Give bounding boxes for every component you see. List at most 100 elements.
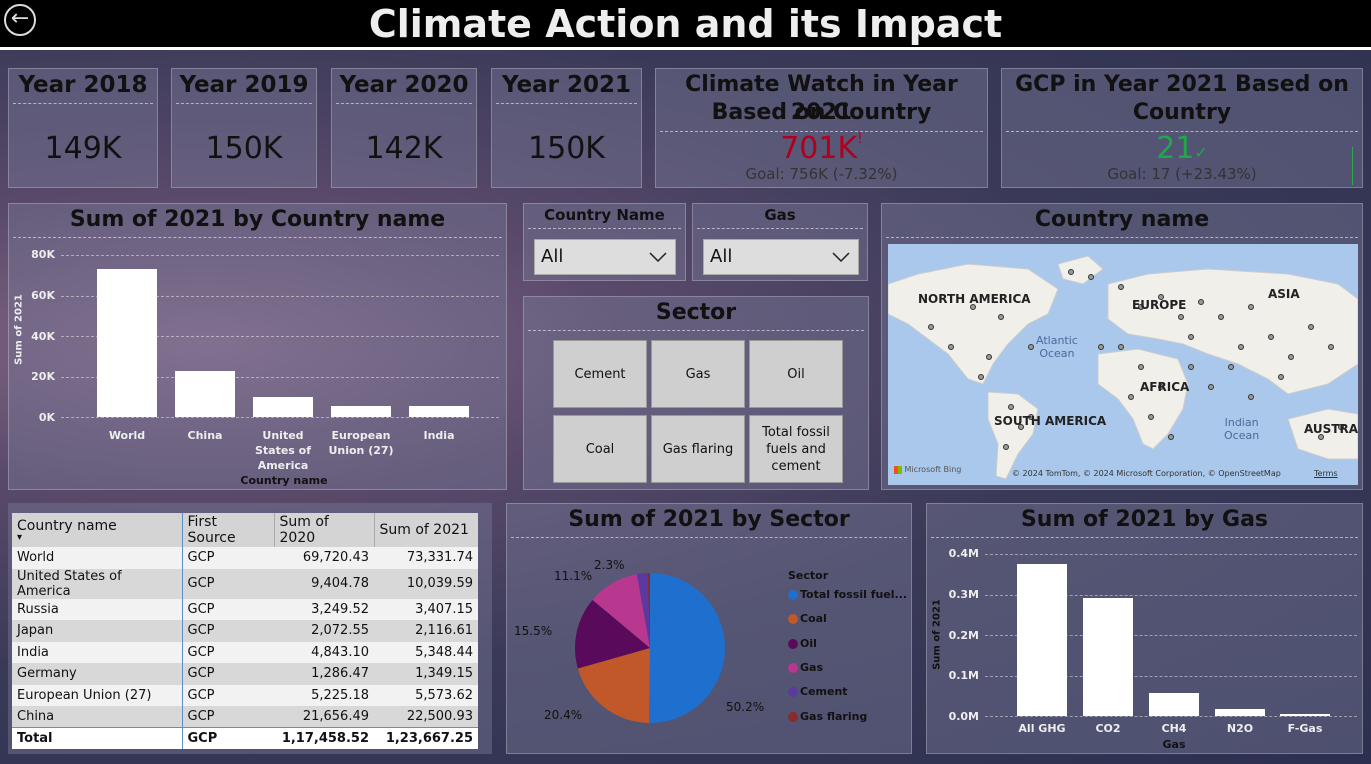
column-header-2020[interactable]: Sum of 2020 (274, 513, 375, 547)
map-location-marker[interactable] (1028, 414, 1034, 420)
map-location-marker[interactable] (928, 324, 934, 330)
table-cell: World (12, 547, 183, 569)
map-location-marker[interactable] (1068, 269, 1074, 275)
map-location-marker[interactable] (1148, 414, 1154, 420)
bar[interactable] (331, 405, 391, 417)
kpi-value: 150K (528, 131, 605, 166)
bar[interactable] (1280, 713, 1330, 716)
pie-slice[interactable] (649, 573, 726, 723)
map-label-line: Atlantic (1036, 334, 1078, 347)
map-location-marker[interactable] (1198, 299, 1204, 305)
legend-item[interactable]: Gas (788, 661, 823, 674)
map-location-marker[interactable] (1308, 324, 1314, 330)
table-row[interactable]: European Union (27) GCP 5,225.18 5,573.62 (12, 684, 478, 706)
map-location-marker[interactable] (1288, 354, 1294, 360)
map-location-marker[interactable] (1028, 344, 1034, 350)
legend-item[interactable]: Total fossil fuel... (788, 588, 907, 601)
column-header-2021[interactable]: Sum of 2021 (379, 522, 469, 538)
pie-slice[interactable] (636, 573, 650, 648)
map-location-marker[interactable] (1088, 274, 1094, 280)
legend-item[interactable]: Cement (788, 685, 848, 698)
map-location-marker[interactable] (1238, 344, 1244, 350)
gas-dropdown[interactable]: All (703, 239, 859, 275)
map-location-marker[interactable] (1248, 304, 1254, 310)
legend-item[interactable]: Gas flaring (788, 710, 867, 723)
map-location-marker[interactable] (986, 354, 992, 360)
sector-button-gas[interactable]: Gas (651, 340, 745, 408)
map-location-marker[interactable] (1158, 384, 1164, 390)
kpi-label: Year 2019 (179, 72, 309, 98)
bar[interactable] (97, 268, 157, 417)
map-location-marker[interactable] (1228, 364, 1234, 370)
country-name-dropdown[interactable]: All (534, 239, 676, 275)
bar[interactable] (253, 396, 313, 417)
table-row[interactable]: Russia GCP 3,249.52 3,407.15 (12, 598, 478, 620)
map-label-line: Ocean (1039, 347, 1075, 360)
sector-button-gas-flaring[interactable]: Gas flaring (651, 415, 745, 483)
column-header-source[interactable]: First Source (182, 513, 275, 547)
pie-slice[interactable] (575, 599, 650, 669)
bar[interactable] (1215, 709, 1265, 716)
map-location-marker[interactable] (998, 314, 1004, 320)
arrow-left-icon[interactable]: ← (4, 4, 36, 36)
map-location-marker[interactable] (1118, 344, 1124, 350)
table-row[interactable]: India GCP 4,843.10 5,348.44 (12, 641, 478, 663)
bar[interactable] (1083, 597, 1133, 716)
table-cell: China (12, 706, 183, 728)
map-location-marker[interactable] (1118, 284, 1124, 290)
pie-slice[interactable] (577, 648, 650, 723)
legend-label: Oil (800, 636, 817, 650)
legend-item[interactable]: Coal (788, 612, 827, 625)
map-location-marker[interactable] (1003, 444, 1009, 450)
map-location-marker[interactable] (1328, 344, 1334, 350)
table-row[interactable]: China GCP 21,656.49 22,500.93 (12, 706, 478, 728)
map-location-marker[interactable] (1278, 374, 1284, 380)
legend-dot-icon (788, 614, 798, 625)
map-location-marker[interactable] (1178, 314, 1184, 320)
pie-slice[interactable] (647, 573, 650, 648)
map-location-marker[interactable] (1188, 334, 1194, 340)
map-location-marker[interactable] (1138, 364, 1144, 370)
table-row[interactable]: Japan GCP 2,072.55 2,116.61 (12, 620, 478, 642)
table-cell: 69,720.43 (302, 550, 369, 566)
climate-watch-kpi-card: Climate Watch in Year 2021 Based on Coun… (655, 68, 988, 188)
map-location-marker[interactable] (1248, 394, 1254, 400)
legend-item[interactable]: Oil (788, 637, 817, 650)
sector-button-oil[interactable]: Oil (749, 340, 843, 408)
pie-slice[interactable] (592, 574, 650, 648)
table-cell: European Union (27) (12, 684, 183, 706)
x-tick-label: F-Gas (1287, 722, 1323, 735)
table-row[interactable]: Germany GCP 1,286.47 1,349.15 (12, 663, 478, 685)
map-location-marker[interactable] (1158, 294, 1164, 300)
y-tick: 20K (31, 370, 55, 383)
map-terms-link[interactable]: Terms (1314, 469, 1338, 478)
map-location-marker[interactable] (1268, 334, 1274, 340)
map-location-marker[interactable] (1318, 434, 1324, 440)
map-location-marker[interactable] (1098, 344, 1104, 350)
sector-button-cement[interactable]: Cement (553, 340, 647, 408)
bar[interactable] (1149, 692, 1199, 716)
map-location-marker[interactable] (1208, 384, 1214, 390)
table-row[interactable]: World GCP 69,720.43 73,331.74 (12, 547, 478, 569)
sector-button-total-fossil[interactable]: Total fossil fuels and cement (749, 415, 843, 483)
map-location-marker[interactable] (1138, 304, 1144, 310)
map-location-marker[interactable] (1018, 424, 1024, 430)
bar[interactable] (175, 371, 235, 417)
bar[interactable] (409, 406, 469, 417)
map-location-marker[interactable] (970, 304, 976, 310)
column-header-country[interactable]: Country name ▾ (12, 513, 183, 547)
map-location-marker[interactable] (1008, 404, 1014, 410)
map-location-marker[interactable] (1218, 314, 1224, 320)
map-location-marker[interactable] (1168, 434, 1174, 440)
bar[interactable] (1017, 564, 1067, 716)
kpi-title-line2: Country (1132, 100, 1232, 125)
table-row[interactable]: United States of America GCP 9,404.78 10,03… (12, 568, 478, 599)
map-location-marker[interactable] (1128, 394, 1134, 400)
divider (511, 537, 907, 538)
sector-button-coal[interactable]: Coal (553, 415, 647, 483)
map-location-marker[interactable] (1338, 424, 1344, 430)
map-canvas[interactable]: NORTH AMERICA EUROPE ASIA Atlantic Ocean… (888, 244, 1358, 485)
map-location-marker[interactable] (1188, 364, 1194, 370)
map-location-marker[interactable] (948, 344, 954, 350)
map-location-marker[interactable] (978, 374, 984, 380)
